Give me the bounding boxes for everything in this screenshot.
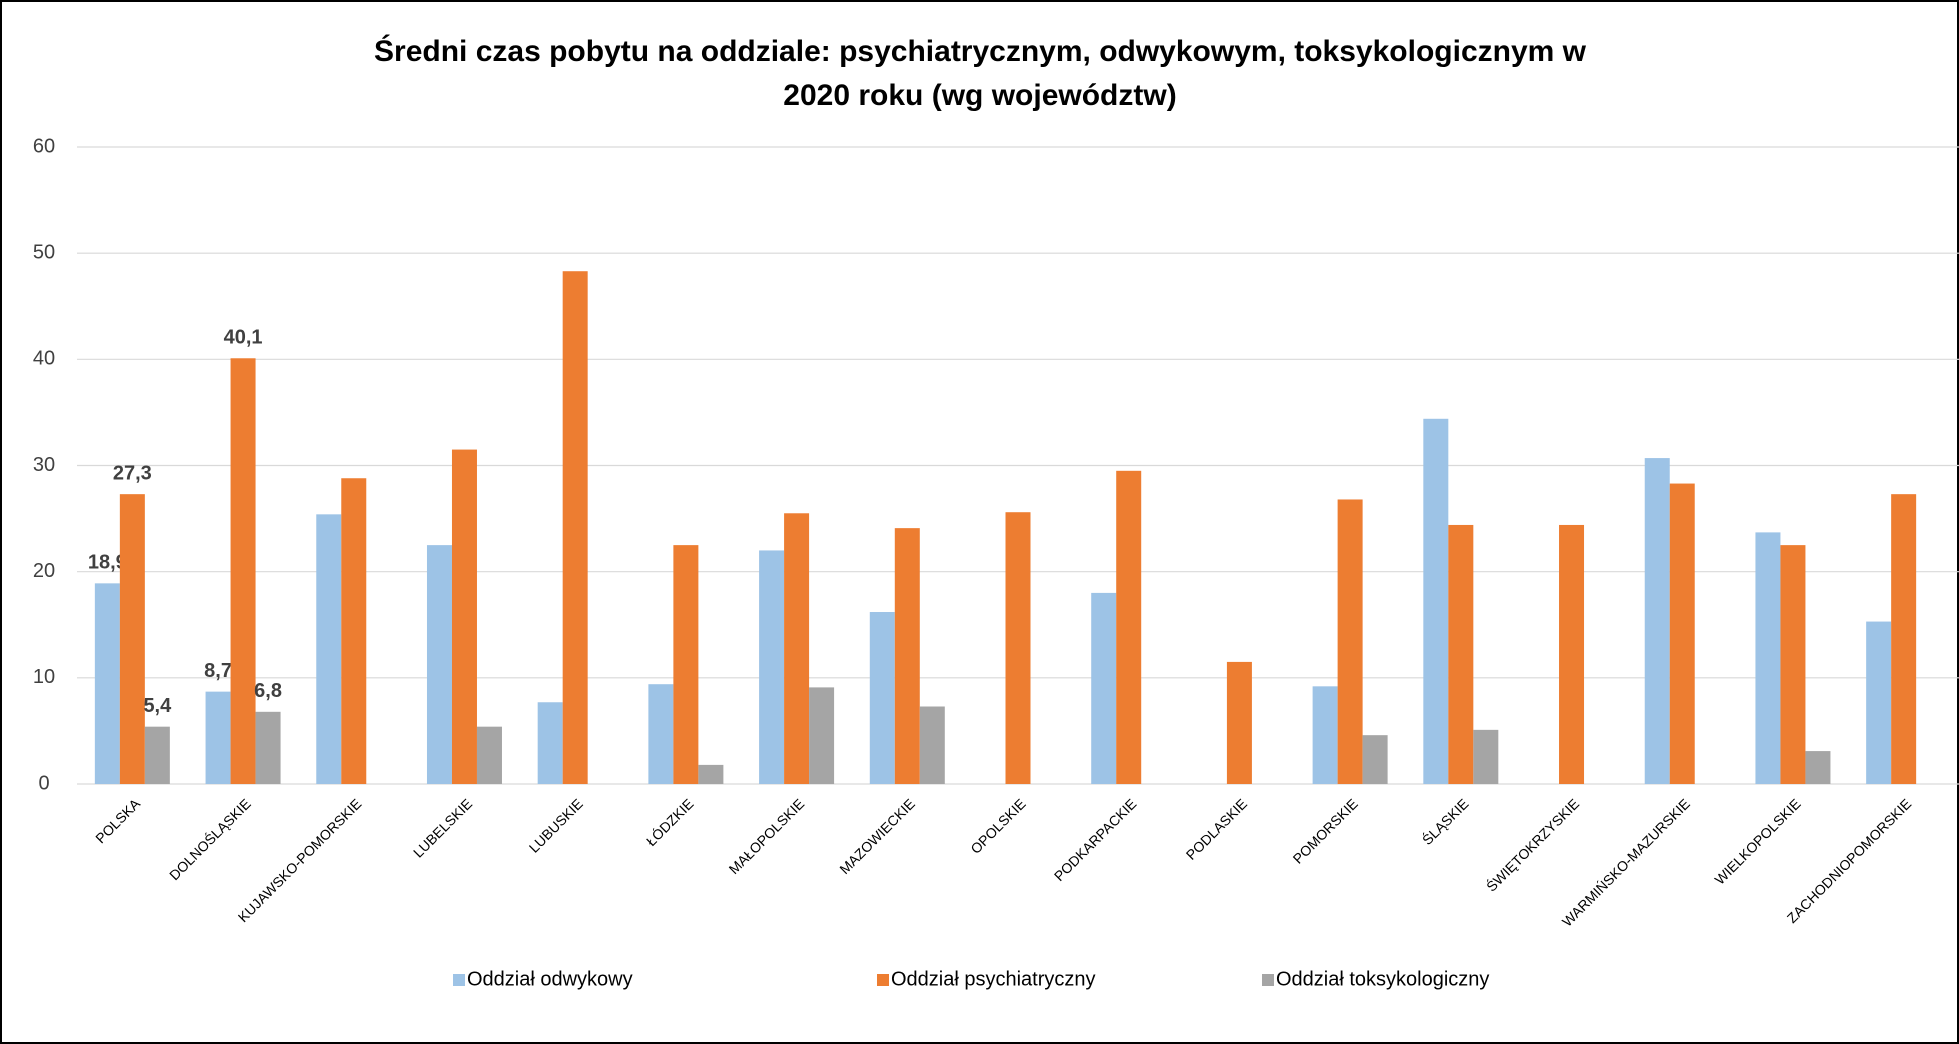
bar xyxy=(562,271,588,785)
data-label: 8,7 xyxy=(204,660,232,682)
bar xyxy=(94,583,120,784)
bar xyxy=(648,684,674,784)
data-label: 27,3 xyxy=(113,462,152,484)
legend-label: Oddział psychiatryczny xyxy=(891,968,1096,990)
bar xyxy=(1226,661,1252,784)
bar xyxy=(1423,418,1449,784)
y-tick-label: 0 xyxy=(38,772,49,794)
bar xyxy=(1780,545,1806,784)
legend-swatch xyxy=(877,974,889,986)
bar xyxy=(451,449,477,784)
bar xyxy=(919,706,945,784)
data-label: 5,4 xyxy=(143,695,172,717)
legend-label: Oddział toksykologiczny xyxy=(1276,968,1489,990)
legend-label: Oddział odwykowy xyxy=(467,968,633,990)
bar xyxy=(784,513,810,784)
bar xyxy=(341,478,367,784)
bar xyxy=(537,702,563,784)
data-label: 18,9 xyxy=(88,552,127,574)
data-label: 40,1 xyxy=(224,327,263,349)
y-tick-label: 60 xyxy=(33,135,55,157)
y-tick-label: 40 xyxy=(33,348,55,370)
bar xyxy=(1473,729,1499,784)
bar xyxy=(759,550,785,784)
bar xyxy=(1337,499,1363,784)
bar xyxy=(1644,458,1670,784)
data-label: 6,8 xyxy=(254,680,282,702)
legend-swatch xyxy=(1262,974,1274,986)
chart-title: 2020 roku (wg województw) xyxy=(783,79,1176,112)
bar xyxy=(1805,751,1831,784)
bar xyxy=(255,711,281,784)
legend-swatch xyxy=(453,974,465,986)
y-tick-label: 30 xyxy=(33,454,55,476)
y-tick-label: 50 xyxy=(33,241,55,263)
y-tick-label: 20 xyxy=(33,560,55,582)
bar xyxy=(1891,494,1917,784)
y-tick-label: 10 xyxy=(33,666,55,688)
bar xyxy=(1362,735,1388,784)
bar xyxy=(1312,686,1338,784)
bar xyxy=(894,528,920,784)
bar xyxy=(205,691,231,784)
bar xyxy=(673,545,699,784)
bar xyxy=(809,687,835,784)
bar xyxy=(1755,532,1781,784)
bar xyxy=(698,764,724,784)
bar xyxy=(230,358,256,784)
bar xyxy=(426,545,452,784)
chart-title: Średni czas pobytu na oddziale: psychiat… xyxy=(374,34,1587,68)
bar xyxy=(144,726,170,784)
bar xyxy=(316,514,342,784)
bar xyxy=(476,726,502,784)
bar xyxy=(1005,512,1031,784)
bar xyxy=(1116,470,1142,784)
bar xyxy=(119,494,145,784)
bar xyxy=(1866,621,1892,784)
bar xyxy=(869,612,895,784)
bar xyxy=(1091,592,1117,784)
bar xyxy=(1448,524,1474,784)
bar xyxy=(1669,483,1695,784)
bar xyxy=(1559,524,1585,784)
